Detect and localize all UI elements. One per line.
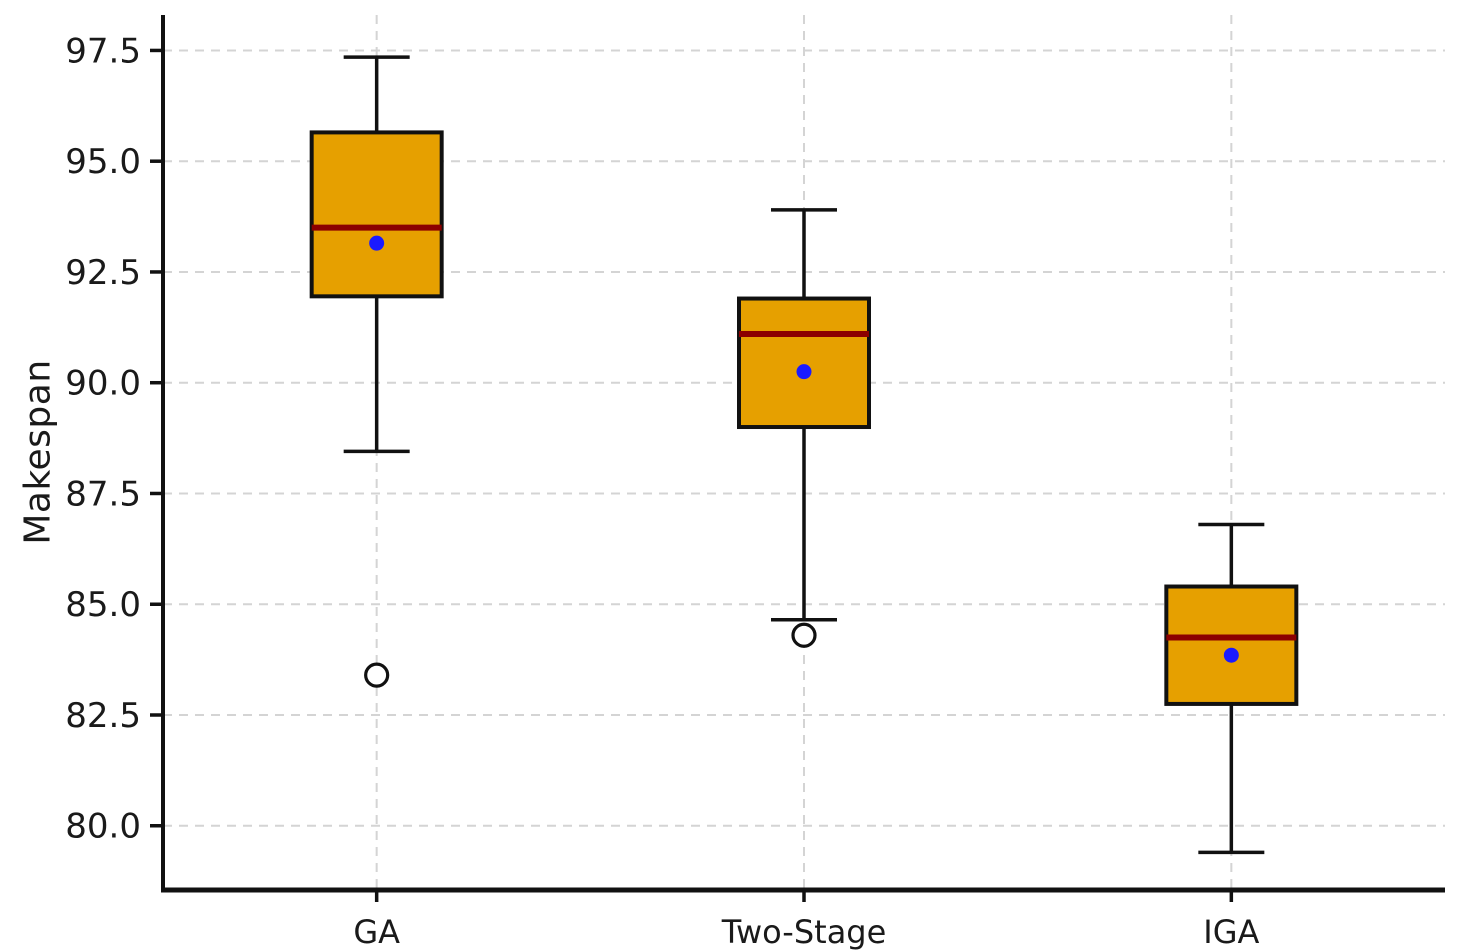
y-tick-label: 87.5 [65, 474, 141, 514]
x-tick-label: GA [353, 913, 400, 950]
x-tick-label: Two-Stage [721, 913, 887, 950]
mean-dot [1223, 647, 1239, 663]
x-tick-label: IGA [1203, 913, 1259, 950]
mean-dot [796, 364, 812, 380]
y-tick-label: 82.5 [65, 696, 141, 736]
mean-dot [369, 235, 385, 251]
box-Two-Stage [737, 296, 871, 430]
y-tick-label: 92.5 [65, 253, 141, 293]
box-IGA [1164, 584, 1299, 706]
y-tick-label: 90.0 [65, 364, 141, 404]
y-tick-label: 85.0 [65, 585, 141, 625]
outlier-point [791, 622, 817, 648]
y-tick-label: 80.0 [65, 807, 141, 847]
y-tick-label: 97.5 [65, 31, 141, 71]
outlier-point [364, 662, 390, 688]
y-tick-label: 95.0 [65, 142, 141, 182]
box-GA [309, 130, 444, 299]
y-axis-title: Makespan [17, 359, 59, 545]
